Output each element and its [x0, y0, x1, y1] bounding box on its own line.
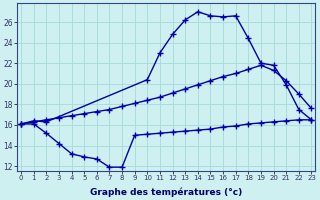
X-axis label: Graphe des températures (°c): Graphe des températures (°c)	[90, 187, 242, 197]
